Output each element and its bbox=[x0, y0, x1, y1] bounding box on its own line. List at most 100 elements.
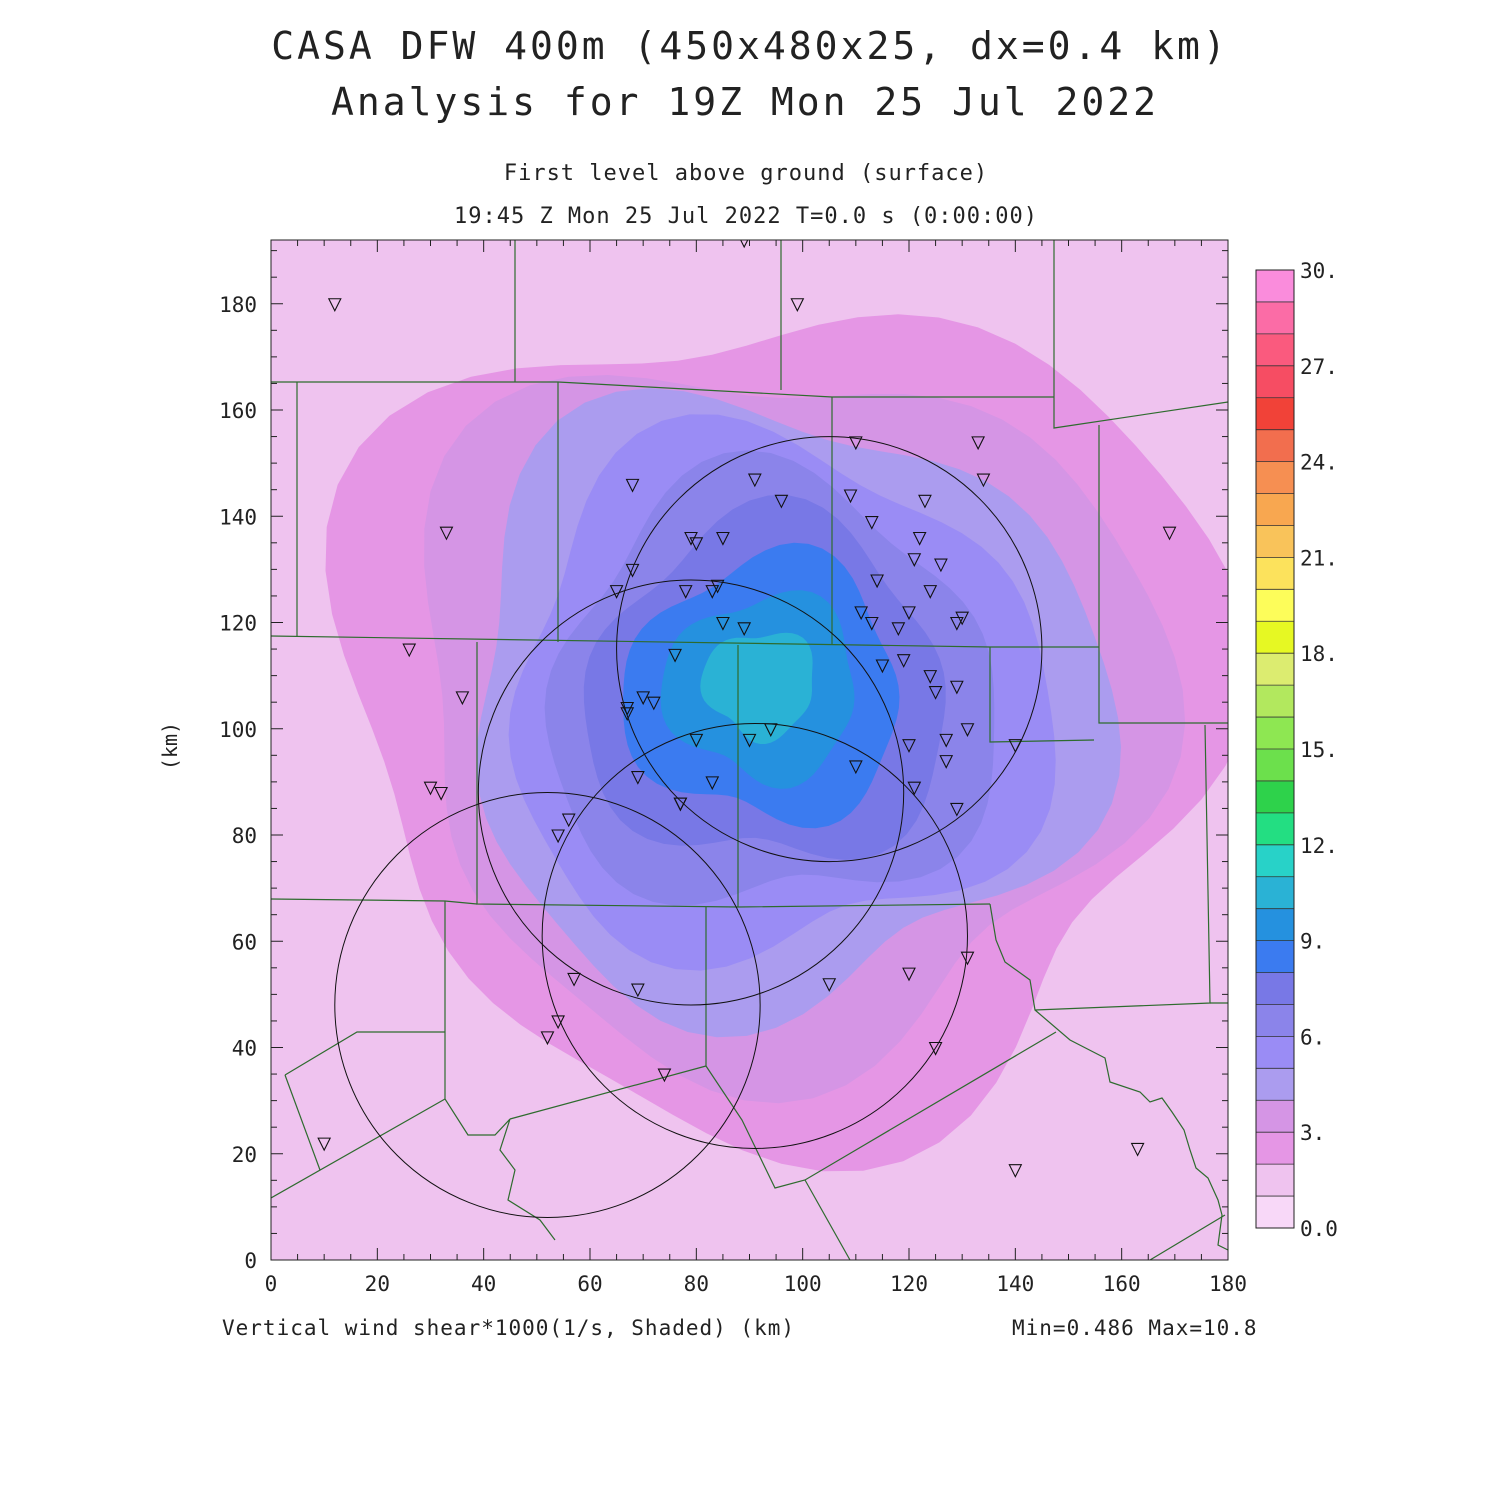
station-marker bbox=[960, 723, 975, 737]
colorbar-swatch bbox=[1256, 685, 1294, 718]
station-marker bbox=[567, 972, 581, 987]
colorbar-label: 24. bbox=[1300, 451, 1338, 475]
station-marker bbox=[848, 760, 863, 775]
min-max-readout: Min=0.486 Max=10.8 bbox=[1012, 1316, 1258, 1340]
station-marker bbox=[843, 489, 858, 504]
colorbar-label: 30. bbox=[1300, 259, 1338, 283]
y-tick-label: 140 bbox=[219, 505, 257, 529]
station-marker bbox=[939, 733, 954, 748]
station-marker bbox=[848, 436, 863, 451]
station-marker bbox=[705, 585, 720, 599]
y-tick-label: 120 bbox=[219, 612, 257, 636]
station-marker bbox=[902, 967, 916, 982]
shear-contour-10 bbox=[700, 632, 813, 744]
station-marker bbox=[949, 680, 964, 695]
station-marker bbox=[625, 563, 640, 578]
station-marker bbox=[955, 611, 970, 626]
station-marker bbox=[902, 606, 916, 621]
colorbar-swatch bbox=[1256, 780, 1294, 814]
station-marker bbox=[902, 739, 916, 753]
station-marker bbox=[740, 240, 749, 249]
station-marker bbox=[870, 574, 884, 589]
station-marker bbox=[971, 436, 986, 451]
y-tick-label: 180 bbox=[219, 293, 257, 317]
colorbar-swatch bbox=[1256, 653, 1294, 686]
station-marker bbox=[327, 298, 342, 312]
x-tick-label: 20 bbox=[365, 1272, 390, 1296]
x-tick-label: 140 bbox=[996, 1272, 1034, 1296]
x-tick-label: 80 bbox=[684, 1272, 709, 1296]
station-marker bbox=[1162, 526, 1177, 541]
station-marker bbox=[891, 622, 906, 637]
x-tick-label: 180 bbox=[1209, 1272, 1247, 1296]
colorbar-swatch bbox=[1256, 429, 1294, 463]
colorbar-swatch bbox=[1256, 972, 1294, 1005]
plot-title: CASA DFW 400m (450x480x25, dx=0.4 km) bbox=[271, 24, 1229, 68]
station-marker bbox=[907, 553, 922, 567]
county-borders bbox=[271, 240, 1228, 1260]
station-marker bbox=[1008, 1164, 1023, 1178]
y-tick-label: 80 bbox=[232, 824, 257, 848]
station-marker bbox=[620, 707, 635, 722]
station-marker bbox=[402, 643, 417, 658]
colorbar-swatch bbox=[1256, 461, 1294, 495]
colorbar-swatch bbox=[1256, 333, 1294, 367]
field-caption: Vertical wind shear*1000(1/s, Shaded) (k… bbox=[222, 1316, 796, 1340]
colorbar-swatch bbox=[1256, 1164, 1294, 1197]
colorbar-swatch bbox=[1256, 557, 1294, 590]
station-marker bbox=[939, 755, 954, 769]
colorbar-swatch bbox=[1256, 876, 1294, 910]
colorbar-label: 6. bbox=[1300, 1025, 1325, 1049]
station-marker bbox=[976, 473, 991, 488]
station-marker bbox=[716, 616, 730, 631]
valid-time-subtitle: 19:45 Z Mon 25 Jul 2022 T=0.0 s (0:00:00… bbox=[453, 204, 1039, 229]
axis-tick-labels: 0 20 40 60 80 100 120 140 160 180 0 20 40 60 80 100 120 1… bbox=[219, 293, 1247, 1296]
station-marker bbox=[774, 494, 789, 509]
colorbar-label: 12. bbox=[1300, 834, 1338, 858]
colorbar-swatch bbox=[1256, 525, 1294, 558]
station-marker bbox=[934, 558, 948, 573]
station-marker bbox=[763, 723, 778, 737]
radar-range-rings bbox=[334, 436, 1043, 1218]
station-marker bbox=[439, 526, 454, 541]
radar-ring-1 bbox=[616, 436, 1043, 863]
colorbar-label: 3. bbox=[1300, 1121, 1325, 1145]
colorbar-swatch bbox=[1256, 621, 1294, 654]
y-tick-label: 40 bbox=[232, 1037, 257, 1061]
axis-ticks bbox=[270, 240, 1229, 1261]
colorbar-swatch bbox=[1256, 1196, 1294, 1229]
station-marker bbox=[949, 616, 964, 631]
station-marker bbox=[625, 478, 640, 493]
colorbar-swatch bbox=[1256, 1132, 1294, 1165]
colorbar-label: 27. bbox=[1300, 355, 1338, 379]
colorbar-swatch bbox=[1256, 812, 1294, 846]
station-marker bbox=[907, 781, 922, 796]
radar-ring-2 bbox=[477, 579, 905, 1006]
station-marker bbox=[673, 797, 688, 812]
station-marker bbox=[790, 298, 805, 312]
colorbar: 0.0 3. 6. 9. 12. 15. 18. 21. 24. 27. 30. bbox=[1255, 259, 1338, 1241]
colorbar-swatch bbox=[1256, 365, 1294, 399]
colorbar-label: 9. bbox=[1300, 930, 1325, 954]
level-subtitle: First level above ground (surface) bbox=[503, 161, 989, 186]
y-tick-label: 20 bbox=[232, 1143, 257, 1167]
station-marker bbox=[678, 585, 693, 599]
station-marker bbox=[434, 786, 449, 801]
radar-ring-4 bbox=[334, 792, 761, 1218]
colorbar-swatch bbox=[1256, 717, 1294, 750]
x-tick-label: 120 bbox=[890, 1272, 928, 1296]
station-marker bbox=[668, 648, 682, 663]
colorbar-swatch bbox=[1256, 908, 1294, 942]
station-marker bbox=[864, 516, 879, 530]
x-tick-label: 160 bbox=[1103, 1272, 1141, 1296]
colorbar-swatch bbox=[1256, 940, 1294, 974]
colorbar-label: 21. bbox=[1300, 546, 1338, 570]
colorbar-swatch bbox=[1256, 749, 1294, 782]
station-marker bbox=[684, 531, 698, 546]
station-marker bbox=[689, 537, 704, 552]
station-marker bbox=[928, 1041, 943, 1056]
station-marker bbox=[657, 1068, 672, 1083]
station-marker bbox=[455, 691, 470, 706]
colorbar-swatch bbox=[1256, 1100, 1294, 1133]
